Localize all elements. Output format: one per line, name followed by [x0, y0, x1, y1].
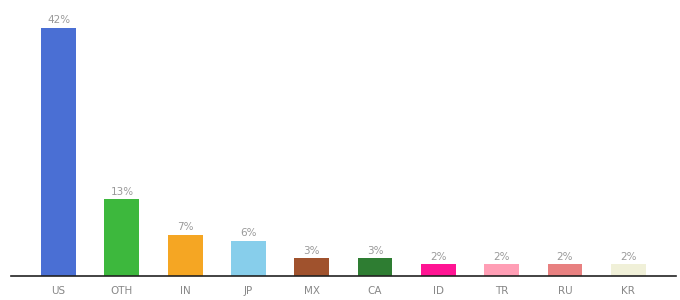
Text: 2%: 2%: [557, 252, 573, 262]
Text: 2%: 2%: [494, 252, 510, 262]
Bar: [611, 264, 645, 276]
Text: 2%: 2%: [430, 252, 447, 262]
Text: 6%: 6%: [240, 228, 257, 238]
Bar: [484, 264, 519, 276]
Bar: [41, 28, 76, 276]
Bar: [294, 258, 329, 276]
Text: 42%: 42%: [47, 15, 70, 26]
Text: 3%: 3%: [367, 246, 384, 256]
Bar: [547, 264, 582, 276]
Bar: [168, 235, 203, 276]
Text: 2%: 2%: [620, 252, 636, 262]
Text: 3%: 3%: [303, 246, 320, 256]
Text: 7%: 7%: [177, 222, 193, 233]
Text: 13%: 13%: [110, 187, 133, 197]
Bar: [421, 264, 456, 276]
Bar: [105, 199, 139, 276]
Bar: [358, 258, 392, 276]
Bar: [231, 241, 266, 276]
